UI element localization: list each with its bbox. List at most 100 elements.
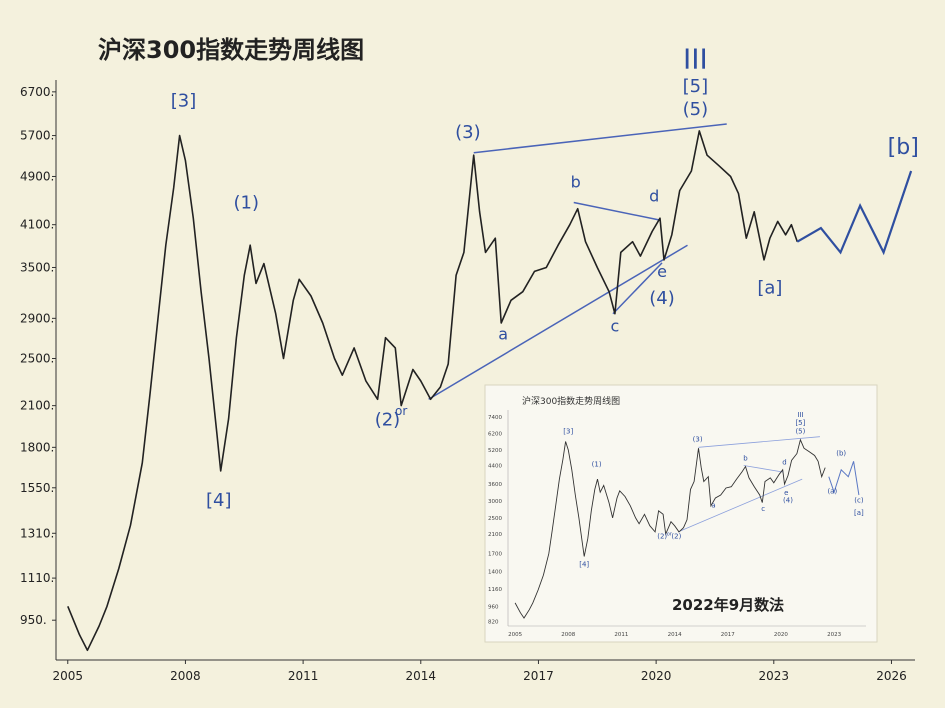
inset-y-tick-labels: 7400 6200 5200 4400 3600 3000 2500 2100 1700 1400… (488, 415, 502, 625)
y-tick-label: 6700. (20, 85, 54, 99)
y-tick-label: 2900. (20, 311, 54, 325)
x-tick-labels: 2005 2008 2011 2014 2017 2020 2023 2026 (52, 660, 907, 683)
inset-caption: 2022年9月数法 (672, 596, 784, 614)
inset-wave-label: III (797, 411, 803, 419)
inset-chart: 沪深300指数走势周线图 7400 6200 5200 4400 3600 3000 250… (484, 384, 878, 643)
inset-wave-label: [4] (579, 561, 589, 569)
wave-label: III (683, 43, 708, 76)
wave-label: [3] (171, 90, 197, 111)
inset-x-tick: 2011 (614, 632, 628, 638)
wave-label: [5] (683, 76, 709, 97)
inset-x-tick: 2014 (668, 632, 682, 638)
y-tick-label: 950. (20, 613, 47, 627)
x-tick-label: 2014 (406, 669, 437, 683)
inset-y-tick: 2500 (488, 516, 502, 522)
inset-y-tick: 1400 (488, 570, 502, 576)
trendline (428, 244, 688, 400)
y-tick-label: 1310. (20, 526, 54, 540)
inset-wave-label: (2) (657, 533, 667, 541)
price-series-line (67, 130, 799, 652)
x-tick-label: 2017 (523, 669, 554, 683)
trendline (473, 123, 727, 154)
inset-y-tick: 1160 (488, 587, 502, 593)
y-tick-label: 5700. (20, 129, 54, 143)
inset-trendline (743, 465, 783, 473)
y-tick-label: 2100. (20, 399, 54, 413)
y-tick-label: 3500. (20, 260, 54, 274)
projection-line (796, 170, 913, 256)
wave-label: (1) (233, 193, 259, 214)
inset-y-tick: 6200 (488, 432, 502, 438)
inset-wave-label: or (667, 531, 673, 537)
x-tick-label: 2011 (288, 669, 319, 683)
inset-wave-label: (2) (671, 533, 681, 541)
inset-title: 沪深300指数走势周线图 (522, 395, 620, 407)
y-tick-label: 1110. (20, 571, 54, 585)
inset-wave-label: a (711, 501, 715, 509)
inset-y-tick: 2100 (488, 532, 502, 538)
wave-label: (3) (455, 122, 481, 143)
x-tick-label: 2005 (52, 669, 83, 683)
inset-y-tick: 3000 (488, 499, 502, 505)
inset-y-tick: 820 (488, 619, 499, 625)
inset-y-tick: 960 (488, 605, 499, 611)
wave-label: e (657, 262, 667, 281)
trendline (612, 262, 663, 315)
wave-label: [b] (888, 135, 919, 160)
inset-trendline (698, 436, 820, 448)
wave-label: [a] (757, 277, 782, 298)
inset-wave-label: (5) (795, 428, 805, 436)
inset-wave-label: [3] (563, 428, 573, 436)
inset-wave-label: (1) (592, 461, 602, 469)
wave-labels: [3][4](1)(2)or(2)(3)abcde(4)III[5](5)[a]… (171, 43, 919, 511)
y-tick-label: 1800. (20, 440, 54, 454)
inset-wave-label: [5] (795, 419, 805, 427)
wave-label: b (571, 173, 581, 192)
inset-trendline (677, 478, 803, 533)
inset-wave-label: (4) (783, 497, 793, 505)
y-tick-labels: 6700. 5700. 4900. 4100. 3500. 2900. 2500. 2100.… (20, 85, 56, 627)
inset-x-tick: 2008 (561, 632, 575, 638)
inset-x-tick-labels: 2005 2008 2011 2014 2017 2020 2023 (508, 632, 842, 638)
inset-y-tick: 1700 (488, 552, 502, 558)
y-tick-label: 4100. (20, 218, 54, 232)
wave-label: (5) (683, 99, 709, 120)
wave-label: or (395, 404, 407, 418)
y-tick-label: 1550. (20, 481, 54, 495)
y-tick-label: 4900. (20, 169, 54, 183)
inset-wave-label: (3) (693, 435, 703, 443)
wave-label: c (611, 317, 620, 336)
inset-wave-label: (b) (836, 449, 846, 457)
wave-label: a (498, 325, 508, 344)
inset-y-tick: 7400 (488, 415, 502, 421)
wave-label: d (649, 186, 659, 205)
inset-price-line (514, 438, 826, 619)
wave-label: (2) (375, 410, 401, 431)
inset-wave-label: b (743, 454, 748, 462)
inset-x-tick: 2023 (827, 632, 841, 638)
x-tick-label: 2008 (170, 669, 201, 683)
inset-y-tick: 5200 (488, 448, 502, 454)
x-tick-label: 2020 (641, 669, 672, 683)
wave-label: [4] (206, 490, 232, 511)
y-tick-label: 2500. (20, 351, 54, 365)
x-tick-label: 2023 (759, 669, 790, 683)
trendline (573, 201, 661, 221)
inset-wave-label: c (761, 505, 765, 513)
wave-label: (4) (649, 288, 675, 309)
inset-x-tick: 2005 (508, 632, 522, 638)
inset-y-tick: 3600 (488, 482, 502, 488)
inset-wave-label: d (782, 458, 786, 466)
inset-wave-labels: III[5](5) [3] (1) (3) b d (b) a c e(4) (a) (c) [a] [4… (563, 411, 864, 568)
trendlines (428, 123, 727, 400)
inset-y-tick: 4400 (488, 463, 502, 469)
chart-title: 沪深300指数走势周线图 (98, 36, 364, 64)
inset-wave-label: [a] (854, 509, 864, 517)
inset-trendlines (677, 436, 820, 533)
inset-projection-line (828, 461, 860, 496)
x-tick-label: 2026 (876, 669, 907, 683)
inset-wave-label: e (784, 489, 788, 497)
inset-panel (484, 384, 878, 643)
inset-wave-label: (a) (827, 488, 837, 496)
